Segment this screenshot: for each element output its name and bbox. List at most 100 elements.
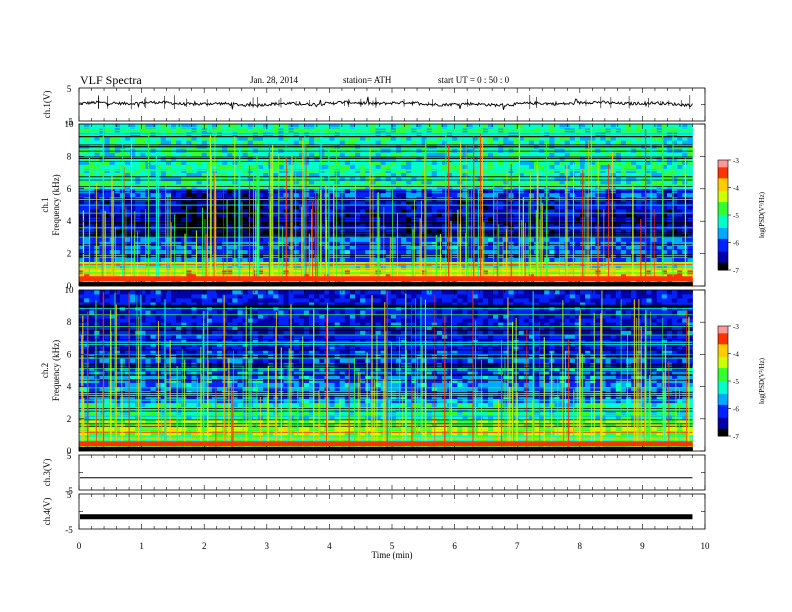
spectrogram-cell (293, 148, 300, 153)
spectrogram-cell (416, 233, 422, 238)
spectrogram-cell (452, 213, 458, 218)
spectrogram-cell (79, 140, 85, 145)
spectrogram-cell (672, 205, 678, 210)
spectrogram-cell (349, 233, 356, 238)
spectrogram-cell (472, 229, 479, 234)
spectrogram-cell (656, 176, 663, 182)
spectrogram-cell (273, 209, 279, 214)
spectrogram-cell (257, 253, 264, 259)
spectrogram-cell (416, 152, 422, 157)
spectrogram-cell (314, 160, 320, 165)
spectrogram-cell (641, 180, 647, 186)
spectrogram-cell (385, 136, 392, 141)
spectrogram-cell (431, 192, 438, 198)
spectrogram-cell (462, 192, 468, 198)
spectrogram-cell (626, 192, 632, 198)
spectrogram-cell (380, 188, 387, 194)
spectrogram-cell (636, 273, 642, 279)
spectrogram-cell (534, 136, 540, 141)
spectrogram-cell (467, 237, 474, 242)
spectrogram-cell (206, 233, 213, 238)
spectrogram-cell (431, 269, 438, 275)
spectrogram-cell (487, 213, 494, 218)
spectrogram-cell (452, 152, 458, 157)
spectrogram-cell (620, 188, 627, 194)
spectrogram-cell (620, 257, 627, 263)
spectrogram-cell (242, 152, 249, 157)
spectrogram-cell (436, 229, 443, 234)
spectrogram-cell (513, 200, 520, 206)
spectrogram-cell (441, 233, 448, 238)
spectrogram-cell (534, 148, 540, 153)
spectrogram-cell (242, 160, 249, 165)
spectrogram-cell (554, 205, 560, 210)
spectrogram-cell (549, 241, 555, 246)
spectrogram-cell (247, 140, 254, 145)
spectrogram-cell (687, 245, 693, 250)
spectrogram-cell (401, 160, 407, 165)
spectrogram-cell (257, 273, 264, 279)
spectrogram-cell (206, 180, 213, 186)
spectrogram-cell (447, 180, 453, 186)
spectrogram-cell (319, 249, 325, 254)
spectrogram-cell (472, 257, 479, 263)
spectrogram-cell (436, 140, 443, 145)
spectrogram-cell (631, 136, 637, 141)
spectrogram-cell (309, 192, 315, 198)
spectrogram-cell (411, 148, 417, 153)
spectrogram-cell (421, 136, 428, 141)
spectrogram-cell (401, 188, 407, 194)
spectrogram-cell (677, 136, 683, 141)
spectrogram-cell (360, 176, 366, 182)
spectrogram-cell (125, 172, 131, 178)
spectrogram-cell (150, 241, 157, 246)
spectrogram-cell (682, 124, 688, 129)
spectrogram-cell (125, 200, 131, 206)
spectrogram-cell (339, 172, 346, 178)
spectrogram-cell (646, 233, 652, 238)
spectrogram-cell (600, 209, 606, 214)
spectrogram-cell (462, 233, 468, 238)
spectrogram-cell (559, 164, 566, 169)
spectrogram-cell (257, 200, 264, 206)
spectrogram-cell (186, 213, 192, 218)
spectrogram-cell (528, 136, 535, 141)
spectrogram-cell (554, 188, 560, 194)
spectrogram-cell (324, 229, 330, 234)
spectrogram-cell (467, 148, 474, 153)
spectrogram-cell (278, 148, 284, 153)
spectrogram-cell (191, 192, 197, 198)
spectrogram-cell (426, 200, 433, 206)
spectrogram-cell (319, 209, 325, 214)
spectrogram-cell (493, 245, 499, 250)
spectrogram-cell (104, 209, 111, 214)
spectrogram-cell (135, 192, 141, 198)
spectrogram-cell (631, 273, 637, 279)
spectrogram-cell (523, 273, 530, 279)
spectrogram-cell (554, 192, 560, 198)
spectrogram-cell (94, 140, 100, 145)
spectrogram-cell (360, 180, 366, 186)
spectrogram-cell (89, 229, 95, 234)
spectrogram-cell (176, 273, 182, 279)
spectrogram-cell (447, 140, 453, 145)
spectrogram-cell (661, 136, 668, 141)
spectrogram-cell (150, 152, 157, 157)
spectrogram-cell (416, 205, 422, 210)
spectrogram-cell (610, 124, 617, 129)
spectrogram-cell (661, 249, 668, 254)
spectrogram-cell (585, 229, 591, 234)
spectrogram-cell (181, 229, 187, 234)
spectrogram-cell (677, 269, 683, 275)
spectrogram-cell (191, 172, 197, 178)
spectrogram-cell (375, 152, 382, 157)
spectrogram-cell (421, 209, 428, 214)
spectrogram-cell (590, 200, 596, 206)
spectrogram-cell (324, 237, 330, 242)
spectrogram-cell (222, 192, 228, 198)
spectrogram-cell (580, 164, 586, 169)
spectrogram-cell (559, 241, 566, 246)
spectrogram-cell (620, 205, 627, 210)
spectrogram-cell (242, 237, 249, 242)
spectrogram-cell (206, 273, 213, 279)
